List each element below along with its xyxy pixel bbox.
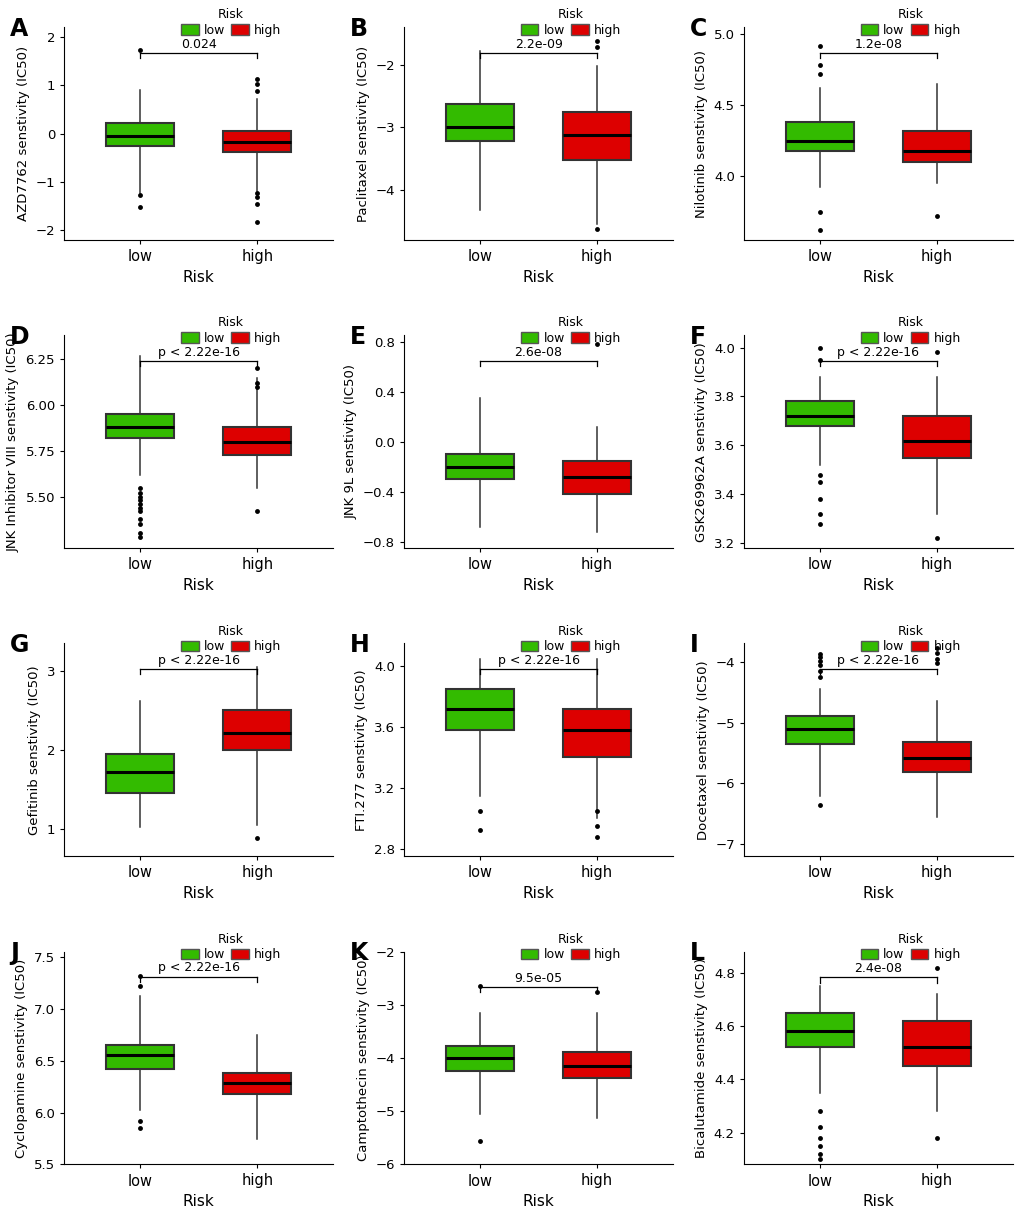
- Legend: low, high: low, high: [518, 6, 623, 39]
- Legend: low, high: low, high: [178, 314, 283, 348]
- Text: p < 2.22e-16: p < 2.22e-16: [837, 654, 918, 666]
- X-axis label: Risk: Risk: [862, 1194, 894, 1209]
- FancyBboxPatch shape: [445, 103, 514, 141]
- Y-axis label: Bicalutamide senstivity (IC50): Bicalutamide senstivity (IC50): [695, 958, 707, 1158]
- X-axis label: Risk: Risk: [182, 270, 214, 285]
- FancyBboxPatch shape: [786, 1013, 853, 1047]
- X-axis label: Risk: Risk: [522, 1194, 554, 1209]
- Text: E: E: [350, 325, 366, 349]
- Text: p < 2.22e-16: p < 2.22e-16: [158, 654, 239, 666]
- Legend: low, high: low, high: [858, 623, 962, 655]
- X-axis label: Risk: Risk: [522, 270, 554, 285]
- Y-axis label: Nilotinib senstivity (IC50): Nilotinib senstivity (IC50): [695, 50, 707, 218]
- Legend: low, high: low, high: [858, 930, 962, 964]
- X-axis label: Risk: Risk: [182, 1194, 214, 1209]
- Y-axis label: JNK 9L senstivity (IC50): JNK 9L senstivity (IC50): [344, 365, 357, 519]
- Legend: low, high: low, high: [178, 6, 283, 39]
- FancyBboxPatch shape: [445, 455, 514, 479]
- FancyBboxPatch shape: [445, 1046, 514, 1071]
- Text: H: H: [350, 632, 370, 657]
- FancyBboxPatch shape: [902, 416, 970, 457]
- X-axis label: Risk: Risk: [182, 578, 214, 592]
- FancyBboxPatch shape: [106, 415, 174, 438]
- FancyBboxPatch shape: [786, 401, 853, 426]
- Text: p < 2.22e-16: p < 2.22e-16: [158, 962, 239, 974]
- Legend: low, high: low, high: [178, 623, 283, 655]
- Y-axis label: FTI.277 senstivity (IC50): FTI.277 senstivity (IC50): [355, 669, 368, 831]
- Y-axis label: Docetaxel senstivity (IC50): Docetaxel senstivity (IC50): [696, 660, 709, 840]
- Text: K: K: [350, 941, 368, 966]
- Text: 9.5e-05: 9.5e-05: [514, 972, 562, 985]
- FancyBboxPatch shape: [106, 123, 174, 146]
- Text: 2.4e-08: 2.4e-08: [854, 962, 902, 975]
- Legend: low, high: low, high: [858, 314, 962, 348]
- Legend: low, high: low, high: [518, 314, 623, 348]
- FancyBboxPatch shape: [223, 1073, 290, 1094]
- Text: C: C: [690, 17, 706, 40]
- Text: F: F: [690, 325, 705, 349]
- Y-axis label: Paclitaxel senstivity (IC50): Paclitaxel senstivity (IC50): [357, 45, 370, 221]
- Y-axis label: GSK269962A senstivity (IC50): GSK269962A senstivity (IC50): [695, 342, 707, 541]
- FancyBboxPatch shape: [106, 754, 174, 793]
- Text: L: L: [690, 941, 704, 966]
- Legend: low, high: low, high: [178, 930, 283, 964]
- Text: I: I: [690, 632, 698, 657]
- FancyBboxPatch shape: [223, 427, 290, 455]
- X-axis label: Risk: Risk: [862, 578, 894, 592]
- FancyBboxPatch shape: [902, 742, 970, 772]
- X-axis label: Risk: Risk: [182, 886, 214, 901]
- Text: J: J: [10, 941, 19, 966]
- FancyBboxPatch shape: [902, 1020, 970, 1066]
- FancyBboxPatch shape: [445, 689, 514, 730]
- FancyBboxPatch shape: [562, 709, 631, 758]
- Text: D: D: [10, 325, 30, 349]
- Text: p < 2.22e-16: p < 2.22e-16: [158, 345, 239, 359]
- Text: 0.024: 0.024: [180, 38, 216, 51]
- FancyBboxPatch shape: [562, 461, 631, 495]
- Legend: low, high: low, high: [858, 6, 962, 39]
- Y-axis label: Gefitinib senstivity (IC50): Gefitinib senstivity (IC50): [29, 665, 41, 834]
- Text: G: G: [10, 632, 30, 657]
- FancyBboxPatch shape: [562, 112, 631, 159]
- Text: B: B: [350, 17, 368, 40]
- FancyBboxPatch shape: [786, 123, 853, 151]
- X-axis label: Risk: Risk: [862, 270, 894, 285]
- Y-axis label: JNK Inhibitor VIII senstivity (IC50): JNK Inhibitor VIII senstivity (IC50): [7, 332, 20, 552]
- Legend: low, high: low, high: [518, 623, 623, 655]
- Text: A: A: [10, 17, 29, 40]
- Text: 2.2e-09: 2.2e-09: [515, 38, 562, 51]
- X-axis label: Risk: Risk: [522, 886, 554, 901]
- Text: 2.6e-08: 2.6e-08: [515, 345, 562, 359]
- FancyBboxPatch shape: [106, 1045, 174, 1069]
- X-axis label: Risk: Risk: [862, 886, 894, 901]
- Y-axis label: Cyclopamine senstivity (IC50): Cyclopamine senstivity (IC50): [15, 958, 29, 1158]
- Y-axis label: AZD7762 senstivity (IC50): AZD7762 senstivity (IC50): [17, 46, 30, 221]
- FancyBboxPatch shape: [786, 716, 853, 744]
- Legend: low, high: low, high: [518, 930, 623, 964]
- FancyBboxPatch shape: [562, 1052, 631, 1079]
- Text: p < 2.22e-16: p < 2.22e-16: [497, 654, 579, 666]
- Text: 1.2e-08: 1.2e-08: [854, 38, 902, 51]
- Y-axis label: Camptothecin senstivity (IC50): Camptothecin senstivity (IC50): [357, 955, 370, 1161]
- Text: p < 2.22e-16: p < 2.22e-16: [837, 345, 918, 359]
- FancyBboxPatch shape: [223, 131, 290, 152]
- X-axis label: Risk: Risk: [522, 578, 554, 592]
- FancyBboxPatch shape: [902, 131, 970, 162]
- FancyBboxPatch shape: [223, 710, 290, 750]
